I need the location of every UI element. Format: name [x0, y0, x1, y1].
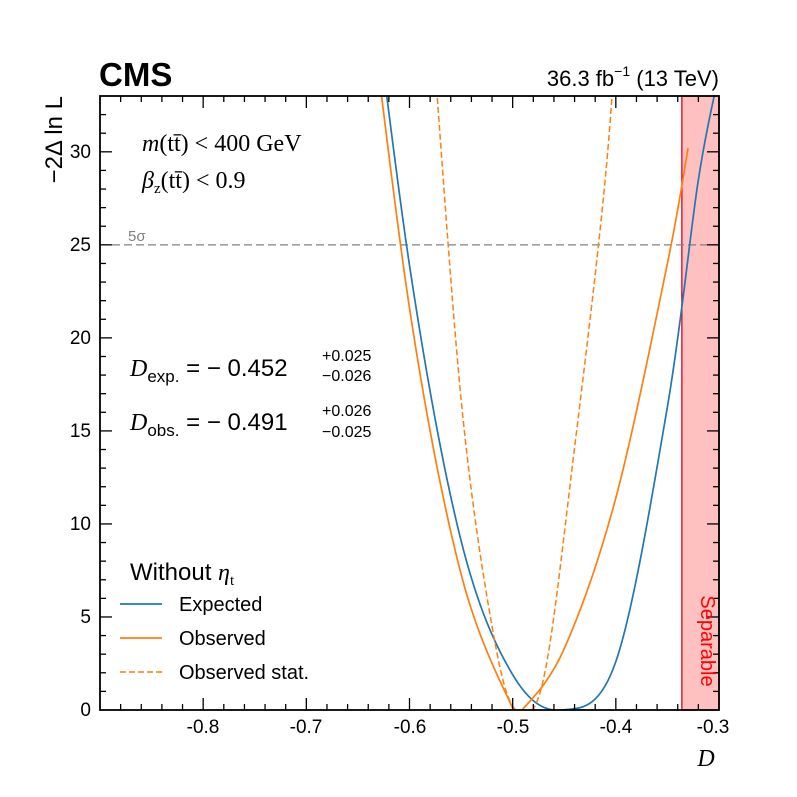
selection-beta-cut: βz(tt̄) < 0.9 — [141, 168, 246, 197]
y-axis-label: −2Δ ln L — [41, 96, 68, 183]
expected-uncertainty-up: +0.025 — [322, 348, 371, 365]
observed-uncertainty-up: +0.026 — [322, 403, 371, 420]
axis-ticks — [100, 96, 719, 710]
five-sigma-label: 5σ — [128, 228, 146, 245]
series-observed-line — [380, 96, 689, 710]
y-tick-label: 20 — [70, 328, 91, 349]
x-tick-label: -0.8 — [187, 717, 220, 738]
separable-label: Separable — [696, 595, 718, 686]
observed-uncertainty-down: −0.025 — [322, 424, 371, 441]
x-tick-label: -0.7 — [290, 717, 323, 738]
legend-label-observed-stat: Observed stat. — [179, 662, 309, 684]
x-tick-label: -0.4 — [600, 717, 633, 738]
x-axis-label: D — [696, 746, 714, 772]
x-tick-label: -0.6 — [394, 717, 427, 738]
separable-region — [681, 95, 720, 711]
selection-mass-cut: m(tt̄) < 400 GeV — [142, 131, 302, 157]
y-tick-label: 0 — [80, 700, 91, 721]
luminosity-label: 36.3 fb−1 (13 TeV) — [547, 63, 719, 91]
experiment-label: CMS — [99, 56, 172, 93]
observed-result: Dobs. = − 0.491 — [129, 409, 288, 440]
expected-result: Dexp. = − 0.452 — [129, 355, 288, 386]
series-observed-stat-line — [436, 96, 613, 710]
expected-uncertainty-down: −0.026 — [322, 368, 371, 385]
series-expected-line — [385, 96, 716, 710]
legend-title: Without ηt — [130, 559, 235, 589]
x-tick-label: -0.3 — [697, 717, 730, 738]
y-tick-label: 10 — [70, 514, 91, 535]
y-tick-label: 15 — [70, 421, 91, 442]
lumi-exponent: −1 — [614, 63, 630, 79]
y-tick-label: 25 — [70, 235, 91, 256]
legend-label-observed: Observed — [179, 628, 266, 650]
legend-label-expected: Expected — [179, 594, 262, 616]
y-tick-label: 5 — [80, 607, 91, 628]
x-tick-label: -0.5 — [497, 717, 530, 738]
y-tick-label: 30 — [70, 142, 91, 163]
